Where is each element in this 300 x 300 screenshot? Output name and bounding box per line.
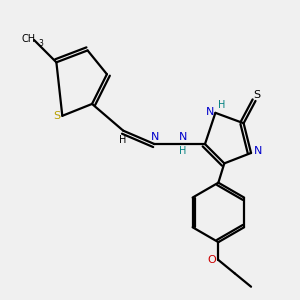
Text: H: H [218,100,225,110]
Text: N: N [254,146,262,156]
Text: N: N [178,132,187,142]
Text: N: N [206,107,214,117]
Text: H: H [119,135,126,145]
Text: O: O [207,255,216,265]
Text: S: S [254,90,261,100]
Text: S: S [53,111,61,121]
Text: H: H [179,146,186,156]
Text: 3: 3 [38,38,43,47]
Text: CH: CH [22,34,36,44]
Text: N: N [151,132,159,142]
